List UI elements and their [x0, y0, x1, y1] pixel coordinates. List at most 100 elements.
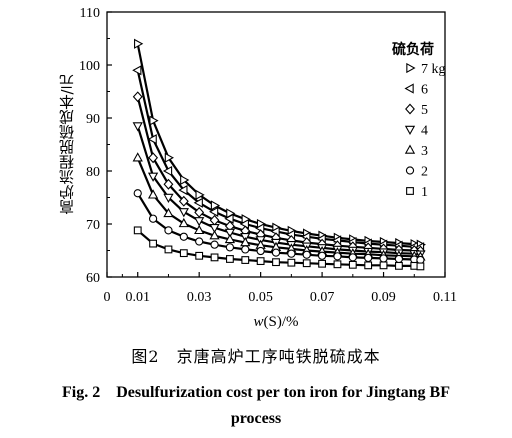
- figure-caption-en-line1: Fig. 2 Desulfurization cost per ton iron…: [61, 384, 450, 401]
- legend-marker: [404, 125, 416, 136]
- legend-marker: [405, 166, 415, 175]
- data-point: [379, 261, 388, 270]
- data-point: [148, 152, 159, 164]
- x-axis-label-unit: (S)/%: [264, 314, 299, 330]
- series-2: [132, 65, 425, 253]
- legend-item: 6: [404, 83, 428, 98]
- x-tick-label: 0.09: [371, 290, 396, 305]
- legend-label: 6: [421, 83, 428, 98]
- y-tick-label: 60: [86, 271, 100, 286]
- data-point: [287, 249, 296, 258]
- legend-label: 7 kg: [421, 62, 446, 77]
- data-point: [379, 254, 388, 263]
- data-point: [178, 184, 188, 196]
- x-tick-label: 0.11: [433, 290, 457, 305]
- data-point: [162, 165, 173, 177]
- figure-caption-cn: 图2 京唐高炉工序吨铁脱硫成本: [131, 347, 381, 366]
- data-point: [209, 214, 220, 226]
- data-point: [210, 200, 221, 211]
- y-tick-label: 100: [79, 59, 100, 74]
- data-point: [302, 259, 311, 268]
- data-point: [132, 91, 143, 103]
- data-point: [133, 189, 142, 198]
- x-tick-label: 0.01: [125, 290, 150, 305]
- data-point: [178, 208, 189, 218]
- data-point: [194, 224, 205, 235]
- figure-caption-en-line2: process: [230, 410, 282, 427]
- legend-marker: [405, 103, 415, 115]
- data-point: [178, 195, 189, 207]
- data-point: [333, 260, 342, 269]
- x-tick-label: 0.03: [187, 290, 212, 305]
- legend-marker: [406, 187, 414, 195]
- data-point: [193, 197, 203, 208]
- data-point: [134, 38, 144, 49]
- data-point: [348, 253, 357, 262]
- legend-item: 1: [406, 185, 428, 200]
- legend-label: 5: [421, 103, 428, 118]
- legend-label: 1: [421, 185, 428, 200]
- legend-item: 4: [404, 124, 428, 139]
- data-point: [149, 239, 158, 248]
- data-point: [210, 240, 219, 249]
- data-point: [132, 152, 143, 162]
- data-point: [195, 237, 204, 246]
- series-line: [136, 43, 421, 246]
- data-point: [164, 245, 173, 254]
- data-point: [272, 258, 280, 267]
- data-point: [163, 207, 174, 218]
- data-point: [256, 246, 265, 256]
- data-point: [194, 217, 205, 227]
- data-point: [224, 228, 236, 239]
- data-point: [164, 152, 174, 163]
- y-tick-label: 110: [80, 6, 100, 21]
- series-6: [133, 189, 425, 265]
- chart-plot: 0 0.01 0.03 0.05 0.07 0.09 0.11 60 70 80 90 100 110 w…: [58, 6, 457, 330]
- data-point: [364, 253, 373, 263]
- data-point: [163, 193, 174, 204]
- data-point: [287, 258, 296, 267]
- data-point: [133, 226, 142, 235]
- data-point: [179, 249, 188, 258]
- legend-label: 4: [421, 124, 428, 139]
- x-tick-label: 0.05: [248, 290, 273, 305]
- x-tick-label: 0.07: [310, 290, 335, 305]
- data-point: [318, 259, 327, 268]
- data-point: [164, 226, 173, 235]
- legend-item: 3: [404, 144, 428, 159]
- legend: 硫负荷 7 kg 6 5 4 3 2 1: [392, 41, 446, 200]
- data-point: [333, 252, 342, 261]
- data-point: [348, 260, 357, 269]
- data-point: [148, 214, 158, 223]
- data-point: [271, 248, 281, 257]
- data-point: [209, 206, 219, 217]
- data-point: [132, 122, 143, 132]
- series-1: [134, 38, 426, 250]
- legend-item: 2: [405, 165, 428, 180]
- legend-marker: [404, 144, 416, 154]
- data-point: [179, 232, 188, 241]
- legend-title: 硫负荷: [392, 41, 434, 58]
- data-point: [225, 243, 235, 252]
- legend-item: 7 kg: [406, 62, 446, 77]
- data-point: [317, 251, 327, 260]
- data-point: [132, 65, 142, 76]
- legend-marker: [406, 62, 416, 74]
- data-point: [241, 245, 250, 254]
- data-point: [224, 233, 236, 244]
- legend-label: 3: [421, 144, 428, 159]
- x-axis-label-variable: w: [253, 314, 263, 330]
- data-point: [394, 261, 403, 270]
- y-tick-label: 90: [86, 112, 100, 127]
- data-point: [209, 230, 220, 240]
- data-point: [256, 257, 265, 266]
- legend-marker: [404, 83, 414, 94]
- x-tick-label: 0: [104, 290, 111, 305]
- y-axis-label: 高炉流程脱硫成本/元: [58, 73, 76, 214]
- data-point: [241, 256, 250, 264]
- series-5: [132, 152, 426, 261]
- legend-label: 2: [421, 165, 428, 180]
- data-point: [394, 254, 404, 264]
- data-point: [224, 213, 234, 224]
